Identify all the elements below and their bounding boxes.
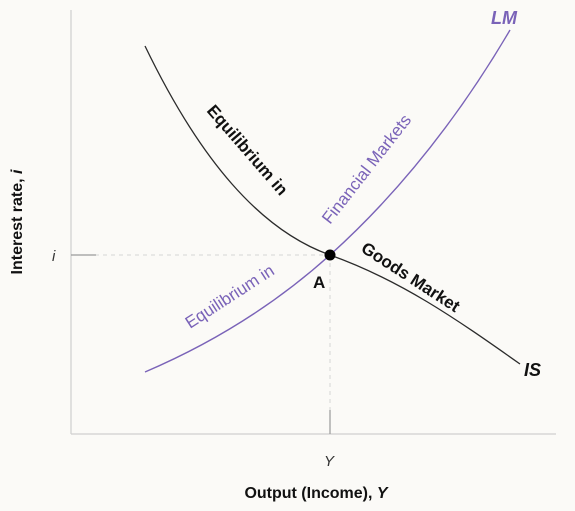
is-curve-name: IS [524, 360, 541, 380]
y-axis-title: Interest rate, i [9, 169, 26, 275]
x-axis-title-text: Output (Income), [244, 485, 372, 502]
y-axis-title-text: Interest rate, [9, 178, 26, 274]
lm-label-financial-markets: Financial Markets [318, 111, 415, 228]
lm-curve-name: LM [491, 8, 518, 28]
lm-curve [144, 29, 511, 373]
equilibrium-point-label: A [313, 273, 325, 292]
is-label-goods-market: Goods Market [358, 238, 464, 316]
equilibrium-point [324, 249, 336, 261]
x-axis-title-variable: Y [377, 485, 389, 502]
x-axis-title: Output (Income), Y [244, 485, 388, 502]
y-tick-label: i [52, 248, 56, 265]
x-tick-label: Y [324, 453, 335, 470]
is-label-equilibrium-in: Equilibrium in [203, 101, 292, 199]
lm-label-equilibrium-in: Equilibrium in [182, 261, 278, 333]
is-curve [144, 45, 521, 365]
y-axis-title-variable: i [9, 169, 26, 174]
